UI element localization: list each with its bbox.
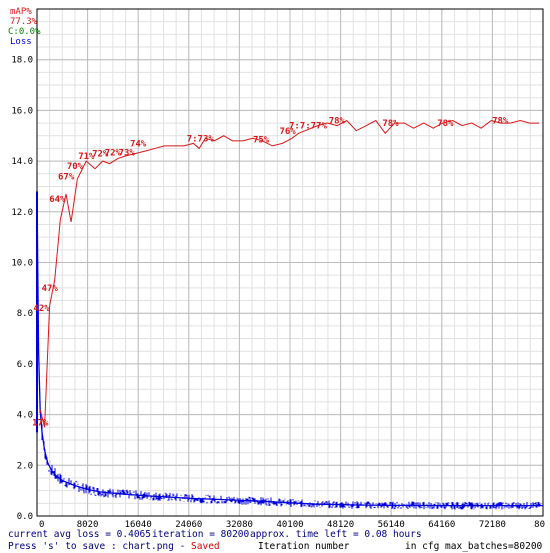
- map-data-label: 78%: [382, 119, 399, 129]
- map-data-label: 67%: [58, 172, 75, 182]
- map-data-label: 7:7:77%: [289, 122, 328, 132]
- map-data-label: 70%: [67, 162, 84, 172]
- save-hint-text: Press 's' to save : chart.png -: [8, 541, 186, 552]
- x-tick-label: 32080: [226, 520, 253, 530]
- map-data-label: 72%: [92, 150, 109, 160]
- y-tick-label: 18.0: [11, 56, 33, 66]
- x-tick-label: 40100: [276, 520, 303, 530]
- x-tick-label: 24060: [175, 520, 202, 530]
- status-avg-loss: current avg loss = 0.4065: [8, 529, 151, 540]
- map-data-label: 78%: [492, 117, 509, 127]
- map-data-label: 47%: [42, 284, 59, 294]
- x-axis-title: Iteration number: [258, 541, 350, 552]
- legend-loss-label: Loss: [10, 37, 32, 47]
- status-time-left: approx. time left = 0.08 hours: [250, 529, 422, 540]
- x-tick-label: 16040: [125, 520, 152, 530]
- y-axis-ticks: 0.0 2.0 4.0 6.0 8.0 10.0 12.0 14.0 16.0 18.0: [11, 56, 33, 522]
- map-data-label: 17%: [32, 418, 49, 428]
- status-max-batches: in cfg max_batches=80200: [405, 541, 543, 552]
- map-data-label: 78%: [437, 119, 454, 129]
- y-tick-label: 4.0: [17, 411, 33, 421]
- y-tick-label: 10.0: [11, 259, 33, 269]
- saved-indicator: Saved: [191, 541, 220, 552]
- map-data-label: 75%: [253, 136, 270, 146]
- loss-series-noise: [36, 191, 544, 510]
- y-tick-label: 12.0: [11, 208, 33, 218]
- x-tick-label: 56140: [378, 520, 405, 530]
- map-series-line: [39, 119, 540, 428]
- map-data-labels: 17%42%47%64%67%70%71%72%72%73%74%7:73% 75…: [32, 117, 509, 429]
- map-data-label: 7:73%: [187, 134, 215, 144]
- chart-grid: [36, 8, 544, 517]
- y-tick-label: 2.0: [17, 461, 33, 471]
- map-data-label: 78%: [329, 117, 346, 127]
- map-data-label: 64%: [49, 195, 66, 205]
- status-iteration: iteration = 80200: [152, 529, 250, 540]
- map-data-label: 74%: [130, 139, 147, 149]
- map-data-label: 76%: [279, 127, 296, 137]
- y-tick-label: 0.0: [17, 512, 33, 522]
- map-data-label: 73%: [119, 148, 136, 158]
- map-data-label: 71%: [78, 152, 95, 162]
- map-data-label: 42%: [33, 304, 50, 314]
- status-save-hint: Press 's' to save : chart.png - Saved: [8, 541, 220, 552]
- x-tick-label: 72180: [479, 520, 506, 530]
- x-tick-label: 8020: [77, 520, 99, 530]
- x-axis-ticks: 0 8020 16040 24060 32080 40100 48120 56140 64160…: [39, 520, 545, 530]
- y-tick-label: 16.0: [11, 106, 33, 116]
- x-tick-label: 48120: [327, 520, 354, 530]
- y-tick-label: 6.0: [17, 360, 33, 370]
- y-tick-label: 14.0: [11, 157, 33, 167]
- x-tick-label: 64160: [428, 520, 455, 530]
- y-tick-label: 8.0: [17, 309, 33, 319]
- x-tick-label: 0: [39, 520, 44, 530]
- legend-class-label: C:0.0%: [8, 27, 41, 37]
- legend-map-value: 77.3%: [10, 17, 38, 27]
- legend-map-label: mAP%: [10, 7, 32, 17]
- x-tick-label: 80: [534, 520, 545, 530]
- map-data-label: 72%: [105, 148, 122, 158]
